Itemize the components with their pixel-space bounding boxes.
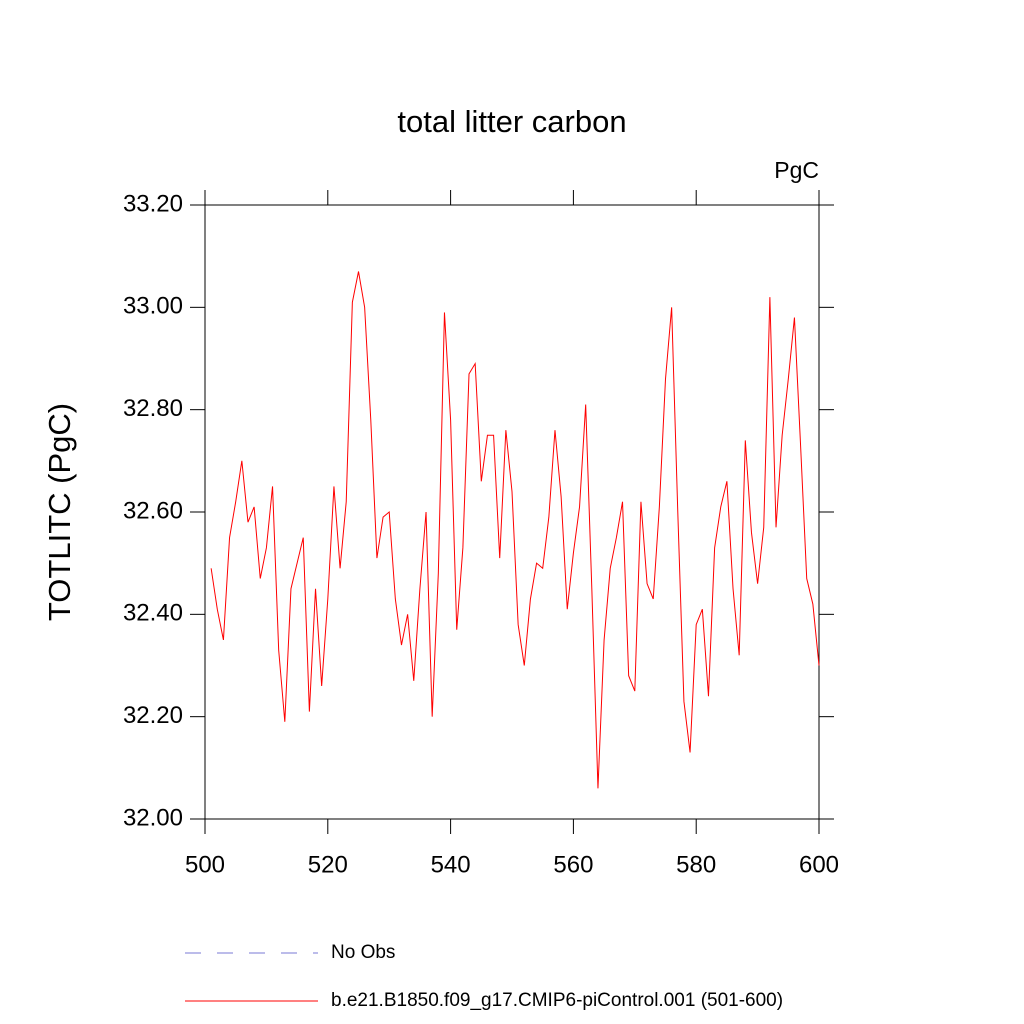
x-tick-label: 600: [799, 851, 839, 878]
x-tick-label: 520: [308, 851, 348, 878]
y-tick-label: 33.00: [123, 293, 183, 320]
y-tick-label: 32.80: [123, 395, 183, 422]
data-line: [210, 271, 820, 789]
y-tick-label: 32.00: [123, 804, 183, 831]
x-tick-label: 560: [553, 851, 593, 878]
y-tick-label: 32.40: [123, 600, 183, 627]
y-tick-label: 32.20: [123, 702, 183, 729]
units-label: PgC: [774, 157, 819, 183]
x-tick-label: 580: [676, 851, 716, 878]
x-tick-label: 540: [431, 851, 471, 878]
y-tick-label: 32.60: [123, 497, 183, 524]
plot-frame: [204, 204, 820, 820]
y-tick-label: 33.20: [123, 190, 183, 217]
x-tick-label: 500: [185, 851, 225, 878]
legend-label: b.e21.B1850.f09_g17.CMIP6-piControl.001 …: [331, 990, 783, 1011]
legend-label: No Obs: [331, 942, 395, 963]
chart-title: total litter carbon: [397, 104, 626, 139]
y-axis-label: TOTLITC (PgC): [42, 403, 77, 621]
